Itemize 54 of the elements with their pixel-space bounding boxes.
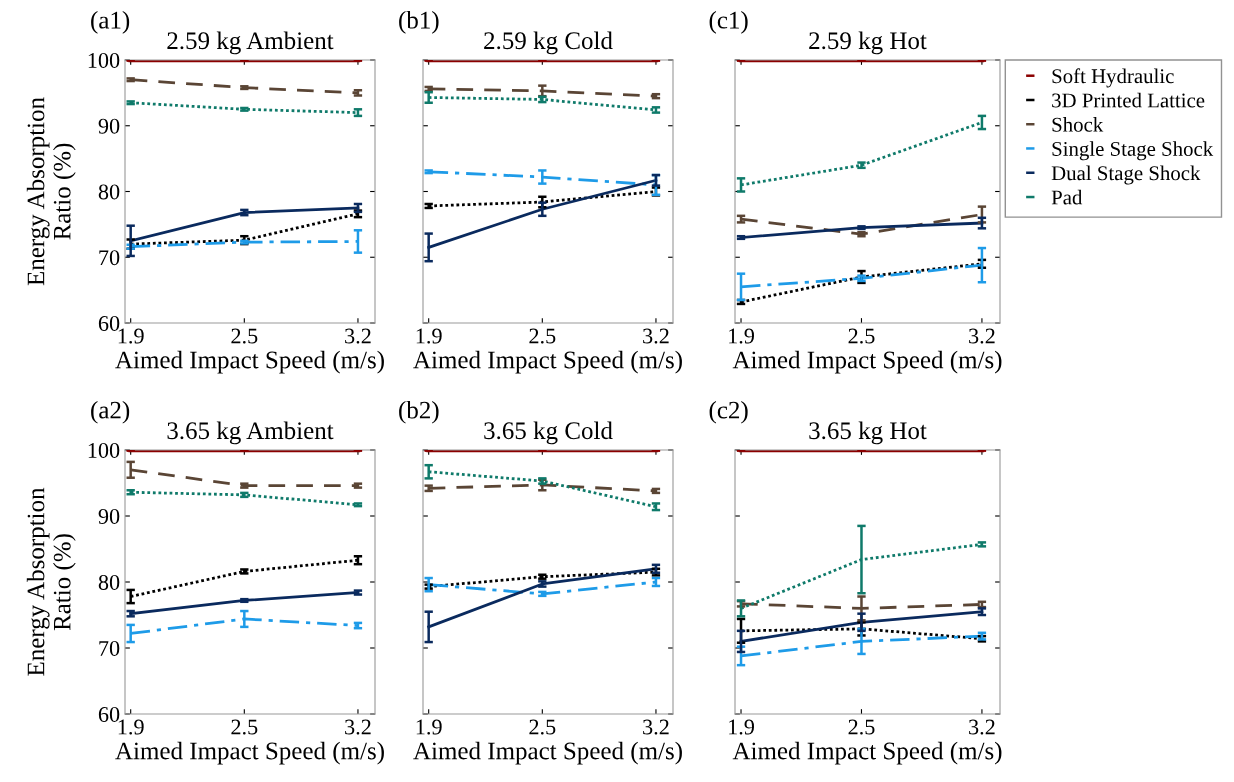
legend-label: Single Stage Shock xyxy=(1052,141,1214,161)
chart-title: 2.59 kg Hot xyxy=(809,31,927,55)
legend-label: Dual Stage Shock xyxy=(1051,165,1201,185)
x-tick-label: 2.5 xyxy=(231,719,258,735)
y-axis-title: Energy Absorption Ratio (%) xyxy=(26,97,76,286)
x-tick-label: 2.5 xyxy=(848,328,875,344)
y-tick-label: 70 xyxy=(99,640,120,656)
x-tick-label: 2.5 xyxy=(848,719,875,735)
y-tick-label: 90 xyxy=(98,508,120,524)
x-axis-title: Aimed Impact Speed (m/s) xyxy=(732,741,1002,765)
legend-label: Pad xyxy=(1051,189,1083,205)
text: (c2) xyxy=(709,400,748,424)
x-tick-label: 3.2 xyxy=(643,719,669,735)
x-axis-title: Aimed Impact Speed (m/s) xyxy=(413,741,682,765)
chart-title: 2.59 kg Ambient xyxy=(167,31,334,55)
text: (a2) xyxy=(91,400,130,424)
y-tick-label: 100 xyxy=(88,442,120,458)
text: (b2) xyxy=(399,400,439,424)
legend-label: 3D Printed Lattice xyxy=(1052,92,1205,108)
x-tick-label: 1.9 xyxy=(118,328,144,344)
y-tick-label: 80 xyxy=(98,184,120,200)
x-axis-title: Aimed Impact Speed (m/s) xyxy=(732,350,1002,374)
text: (c1) xyxy=(709,11,748,34)
y-tick-label: 60 xyxy=(98,315,120,331)
y-tick-label: 70 xyxy=(99,250,120,266)
text: (a1) xyxy=(91,11,130,34)
x-tick-label: 1.9 xyxy=(118,719,144,735)
chart-title: 3.65 kg Hot xyxy=(809,421,927,445)
legend-label: Shock xyxy=(1052,117,1104,132)
x-axis-title: Aimed Impact Speed (m/s) xyxy=(115,350,384,374)
y-axis-title: Energy Absorption Ratio (%) xyxy=(26,487,76,676)
legend-label: Soft Hydraulic xyxy=(1052,68,1174,88)
x-axis-title: Aimed Impact Speed (m/s) xyxy=(413,350,682,374)
x-tick-label: 3.2 xyxy=(969,328,995,344)
y-tick-label: 80 xyxy=(98,574,120,590)
x-tick-label: 2.5 xyxy=(231,328,258,344)
x-tick-label: 1.9 xyxy=(416,719,442,735)
chart-title: 2.59 kg Cold xyxy=(484,31,613,55)
x-tick-label: 1.9 xyxy=(729,719,754,735)
chart-title: 3.65 kg Ambient xyxy=(167,421,334,445)
x-tick-label: 2.5 xyxy=(529,328,556,344)
x-tick-label: 2.5 xyxy=(529,719,556,735)
chart-title: 3.65 kg Cold xyxy=(484,421,613,445)
x-tick-label: 3.2 xyxy=(345,719,371,735)
y-tick-label: 90 xyxy=(98,118,120,134)
x-tick-label: 3.2 xyxy=(345,328,371,344)
x-tick-label: 1.9 xyxy=(729,328,754,344)
x-tick-label: 3.2 xyxy=(969,719,995,735)
y-tick-label: 60 xyxy=(98,706,120,722)
x-tick-label: 1.9 xyxy=(416,328,442,344)
x-axis-title: Aimed Impact Speed (m/s) xyxy=(115,741,384,765)
y-tick-label: 100 xyxy=(88,52,120,68)
x-tick-label: 3.2 xyxy=(643,328,669,344)
text: (b1) xyxy=(399,11,439,34)
